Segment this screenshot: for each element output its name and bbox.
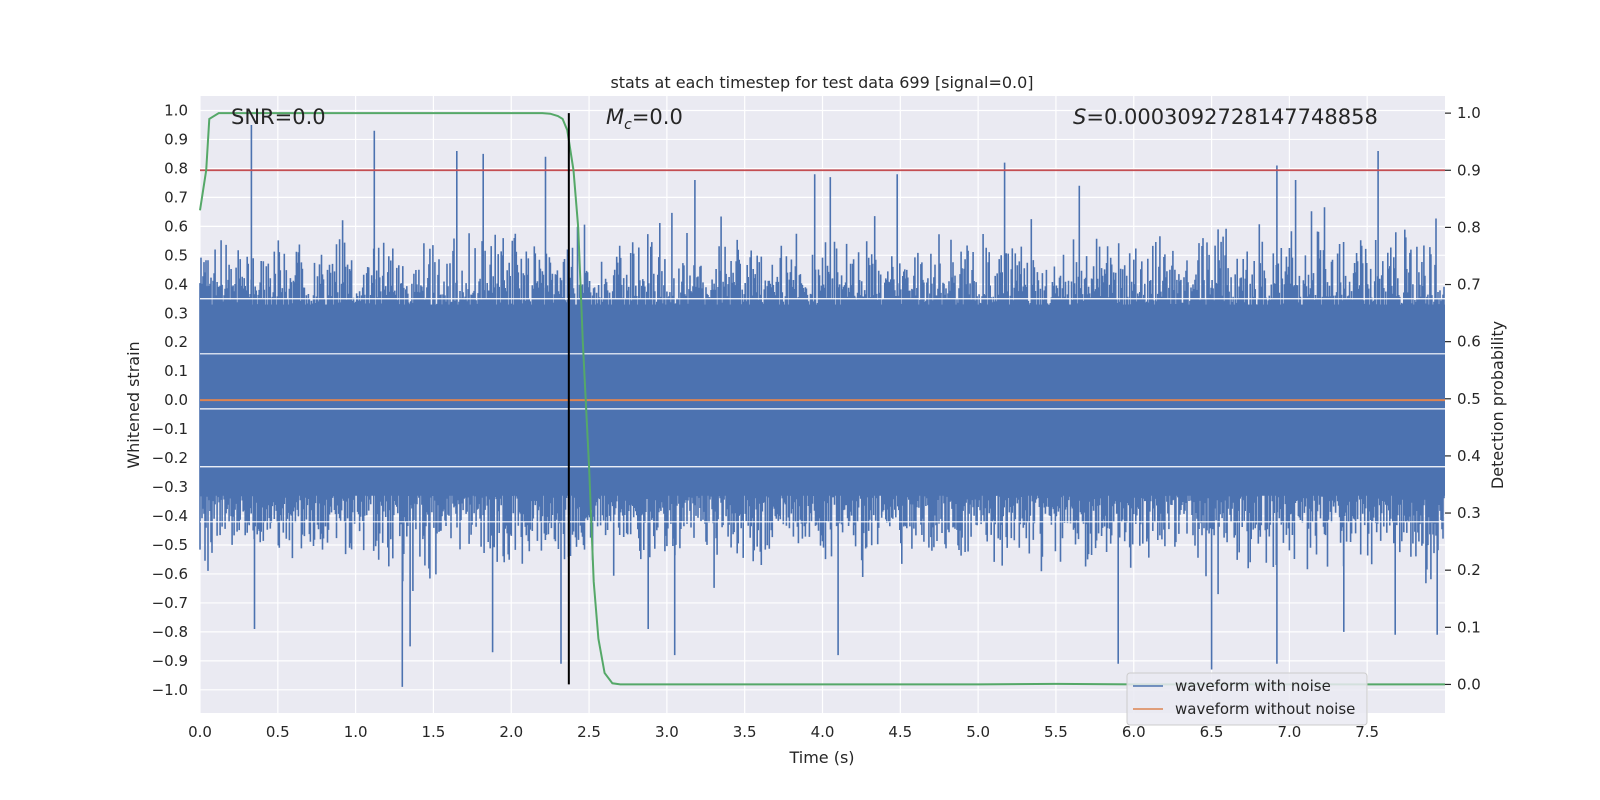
noise-trace [199, 125, 1445, 687]
y-axis-label-left: Whitened strain [124, 341, 143, 468]
y-tick-label-right: 0.4 [1457, 447, 1481, 465]
y-tick-label-left: −0.3 [152, 478, 188, 496]
y-tick-label-right: 0.2 [1457, 561, 1481, 579]
mc-symbol: M [606, 105, 624, 129]
y-tick-label-left: −0.5 [152, 536, 188, 554]
x-axis-label: Time (s) [788, 748, 854, 767]
mc-value: =0.0 [632, 105, 683, 129]
x-tick-label: 4.0 [811, 723, 835, 741]
y-tick-label-left: −0.1 [152, 420, 188, 438]
y-axis-label-right: Detection probability [1488, 321, 1507, 489]
y-tick-label-left: 1.0 [164, 101, 188, 119]
y-tick-label-left: 0.3 [164, 304, 188, 322]
x-tick-label: 3.0 [655, 723, 679, 741]
y-tick-label-left: 0.8 [164, 159, 188, 177]
x-tick-label: 1.5 [422, 723, 446, 741]
x-tick-label: 0.5 [266, 723, 290, 741]
y-tick-label-left: 0.6 [164, 217, 188, 235]
y-tick-label-right: 0.3 [1457, 504, 1481, 522]
y-tick-label-right: 0.1 [1457, 618, 1481, 636]
snr-annotation: SNR=0.0 [231, 105, 326, 129]
legend: waveform with noise waveform without noi… [1126, 672, 1368, 726]
y-tick-label-left: 0.4 [164, 275, 188, 293]
y-tick-label-left: −0.8 [152, 623, 188, 641]
x-tick-label: 6.0 [1122, 723, 1146, 741]
x-axis-ticks: 0.0 0.5 1.0 1.5 2.0 2.5 3.0 3.5 4.0 4.5 5.0 5.5 6.0 6… [188, 723, 1379, 741]
y-tick-label-left: 0.9 [164, 130, 188, 148]
y-tick-label-right: 0.8 [1457, 218, 1481, 236]
y-tick-label-right: 0.9 [1457, 161, 1481, 179]
x-tick-label: 0.0 [188, 723, 212, 741]
y-tick-label-left: −0.9 [152, 652, 188, 670]
probability-trace [199, 112, 1445, 686]
y-tick-label-right: 0.6 [1457, 333, 1481, 351]
x-tick-label: 1.0 [344, 723, 368, 741]
right-axis-ticks: 1.0 0.9 0.8 0.7 0.6 0.5 0.4 0.3 0.2 0.1 0.0 [1445, 104, 1481, 693]
x-tick-label: 2.0 [499, 723, 523, 741]
s-symbol: S [1073, 105, 1086, 129]
y-tick-label-left: 0.7 [164, 188, 188, 206]
y-tick-label-right: 0.5 [1457, 390, 1481, 408]
mc-subscript: c [624, 117, 632, 133]
y-tick-label-right: 0.0 [1457, 675, 1481, 693]
y-tick-label-left: −0.6 [152, 565, 188, 583]
y-tick-label-left: 0.0 [164, 391, 188, 409]
probability-curve [199, 112, 1445, 686]
x-tick-label: 2.5 [577, 723, 601, 741]
x-tick-label: 7.5 [1355, 723, 1379, 741]
y-tick-label-left: 0.1 [164, 362, 188, 380]
s-annotation: S=0.0003092728147748858 [1073, 105, 1378, 129]
y-tick-label-left: 0.2 [164, 333, 188, 351]
y-tick-label-left: −1.0 [152, 681, 188, 699]
legend-entry-clean: waveform without noise [1175, 700, 1355, 718]
x-tick-label: 7.0 [1277, 723, 1301, 741]
y-tick-label-right: 0.7 [1457, 276, 1481, 294]
chart-title: stats at each timestep for test data 699… [610, 73, 1033, 92]
legend-box [1126, 672, 1368, 726]
mc-annotation: Mc=0.0 [606, 105, 683, 133]
left-axis-ticks: 1.0 0.9 0.8 0.7 0.6 0.5 0.4 0.3 0.2 0.1 0.0 −0.1 −0.… [152, 101, 188, 698]
y-tick-label-left: −0.7 [152, 594, 188, 612]
x-tick-label: 3.5 [733, 723, 757, 741]
y-tick-label-right: 1.0 [1457, 104, 1481, 122]
x-tick-label: 5.5 [1044, 723, 1068, 741]
legend-entry-noise: waveform with noise [1175, 677, 1331, 695]
y-tick-label-left: 0.5 [164, 246, 188, 264]
x-tick-label: 5.0 [966, 723, 990, 741]
s-value: =0.0003092728147748858 [1086, 105, 1378, 129]
y-tick-label-left: −0.2 [152, 449, 188, 467]
x-tick-label: 6.5 [1200, 723, 1224, 741]
x-tick-label: 4.5 [888, 723, 912, 741]
y-tick-label-left: −0.4 [152, 507, 188, 525]
